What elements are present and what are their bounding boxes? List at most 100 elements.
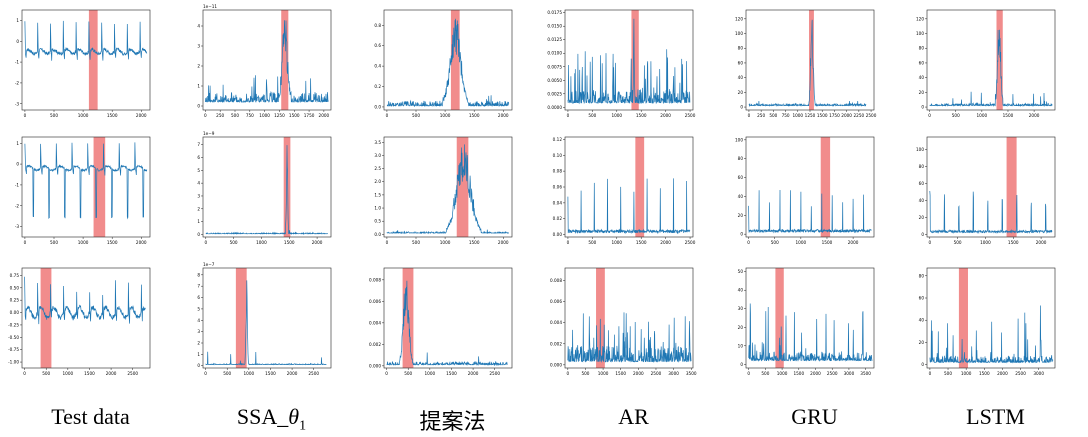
x-tick-label: 1000 xyxy=(78,240,89,245)
x-tick-label: 1500 xyxy=(284,240,295,245)
anomaly-highlight xyxy=(775,268,784,368)
y-tick-label: 0 xyxy=(740,362,743,367)
y-tick-label: 8 xyxy=(197,272,200,277)
axes-frame xyxy=(202,9,332,111)
y-tick-label: 0.002 xyxy=(369,342,381,347)
x-tick-label: 2000 xyxy=(810,371,821,376)
y-tick-label: 0.8 xyxy=(374,23,381,28)
x-tick-label: 0 xyxy=(747,240,750,245)
y-tick-label: 0.006 xyxy=(369,299,381,304)
x-tick-label: 1500 xyxy=(817,113,828,118)
y-tick-label: -1.00 xyxy=(8,360,19,365)
x-tick-label: 1000 xyxy=(777,371,788,376)
x-tick-label: 500 xyxy=(404,371,412,376)
y-tick-label: 1 xyxy=(16,18,19,23)
y-tick-label: 0.0075 xyxy=(547,64,562,69)
series-line xyxy=(748,303,873,362)
axes-frame xyxy=(926,267,1056,369)
x-tick-label: 500 xyxy=(769,113,777,118)
x-tick-label: 1000 xyxy=(425,371,436,376)
x-tick-label: 500 xyxy=(944,371,952,376)
series-line xyxy=(24,276,146,325)
series-line xyxy=(567,312,692,363)
x-tick-label: 0 xyxy=(567,240,570,245)
y-tick-label: 4 xyxy=(197,181,200,186)
y-tick-label: 0.04 xyxy=(553,200,563,205)
y-tick-label: 60 xyxy=(919,181,925,186)
x-tick-label: 500 xyxy=(50,240,58,245)
x-tick-label: 2000 xyxy=(498,113,509,118)
axes-frame xyxy=(21,9,151,111)
anomaly-highlight xyxy=(809,10,814,110)
x-tick-label: 3500 xyxy=(686,371,697,376)
y-tick-label: 0 xyxy=(197,232,200,237)
x-tick-label: 1250 xyxy=(805,113,816,118)
column-label-ssa-theta: SSA_θ1 xyxy=(236,404,307,434)
y-tick-label: 0 xyxy=(921,232,924,237)
x-tick-label: 1000 xyxy=(980,240,991,245)
y-tick-label: 20 xyxy=(738,213,744,218)
axis-exponent: 1e−7 xyxy=(203,262,215,267)
axes-frame xyxy=(21,136,151,238)
y-tick-label: 3 xyxy=(197,44,200,49)
series-line xyxy=(24,142,148,220)
subplot-r0-c3: 0 500 1000 1500 2000 2500 0.0175 0.0150 0.0125 0.… xyxy=(547,9,696,118)
y-tick-label: -2 xyxy=(15,203,20,208)
x-tick-label: 1000 xyxy=(440,240,451,245)
subplot-r2-c5: 0 500 1000 1500 2000 2500 3000 80 60 40 20 0 xyxy=(919,267,1056,376)
x-tick-label: 2500 xyxy=(1015,371,1026,376)
x-tick-label: 2500 xyxy=(308,371,319,376)
x-tick-label: 2500 xyxy=(827,371,838,376)
x-tick-label: 1500 xyxy=(636,113,647,118)
subplot-r0-c4: 0 250 500 750 1000 1250 1500 1750 2000 2250 250012… xyxy=(735,9,877,118)
x-tick-label: 0 xyxy=(385,371,388,376)
x-tick-label: 1500 xyxy=(469,113,480,118)
y-tick-label: 0.0050 xyxy=(547,78,562,83)
anomaly-highlight xyxy=(596,268,605,368)
x-tick-label: 2500 xyxy=(685,240,696,245)
x-tick-label: 1000 xyxy=(796,240,807,245)
x-tick-label: 1500 xyxy=(979,371,990,376)
subplot-r0-c5: 0 500 1000 1500 2000 120 100 80 60 40 20 0 xyxy=(916,9,1056,118)
x-tick-label: 0 xyxy=(386,240,389,245)
x-tick-label: 2000 xyxy=(997,371,1008,376)
axes-frame xyxy=(21,267,151,369)
subplot-r1-c4: 0 500 1000 1500 2000 100 80 60 40 20 0 xyxy=(735,136,875,245)
axes-frame xyxy=(564,267,694,369)
x-tick-label: 0 xyxy=(204,240,207,245)
series-line xyxy=(205,20,329,103)
y-tick-label: 40 xyxy=(738,75,744,80)
x-tick-label: 0 xyxy=(928,240,931,245)
x-tick-label: 1500 xyxy=(793,371,804,376)
x-tick-label: 2000 xyxy=(660,240,671,245)
series-line xyxy=(748,19,867,107)
x-tick-label: 1000 xyxy=(598,371,609,376)
y-tick-label: -1 xyxy=(15,60,20,65)
x-tick-label: 1000 xyxy=(256,240,267,245)
x-tick-label: 2000 xyxy=(1029,113,1040,118)
x-tick-label: 0 xyxy=(928,113,931,118)
y-tick-label: 40 xyxy=(919,198,925,203)
y-tick-label: 1 xyxy=(197,84,200,89)
subplot-r2-c1: 0 500 1000 1500 2000 2500 8 7 6 5 4 3 2 1 0 1e−7 xyxy=(197,262,332,376)
x-tick-label: 0 xyxy=(24,113,27,118)
x-tick-label: 2000 xyxy=(312,240,323,245)
axes-frame xyxy=(745,267,875,369)
x-tick-label: 2500 xyxy=(127,371,138,376)
axes-frame xyxy=(926,9,1056,111)
series-line xyxy=(929,305,1054,364)
x-tick-label: 250 xyxy=(757,113,765,118)
x-tick-label: 2000 xyxy=(136,240,147,245)
y-tick-label: 7 xyxy=(197,142,200,147)
x-tick-label: 1500 xyxy=(446,371,457,376)
y-tick-label: 120 xyxy=(735,16,743,21)
column-label-ar: AR xyxy=(618,404,649,429)
x-tick-label: 0 xyxy=(204,371,207,376)
series-line xyxy=(386,280,508,367)
column-label-lstm: LSTM xyxy=(966,404,1025,429)
y-tick-label: 0.0175 xyxy=(547,10,562,15)
x-tick-label: 500 xyxy=(42,371,50,376)
series-line xyxy=(24,20,148,61)
axis-exponent: 1e−9 xyxy=(203,131,215,136)
